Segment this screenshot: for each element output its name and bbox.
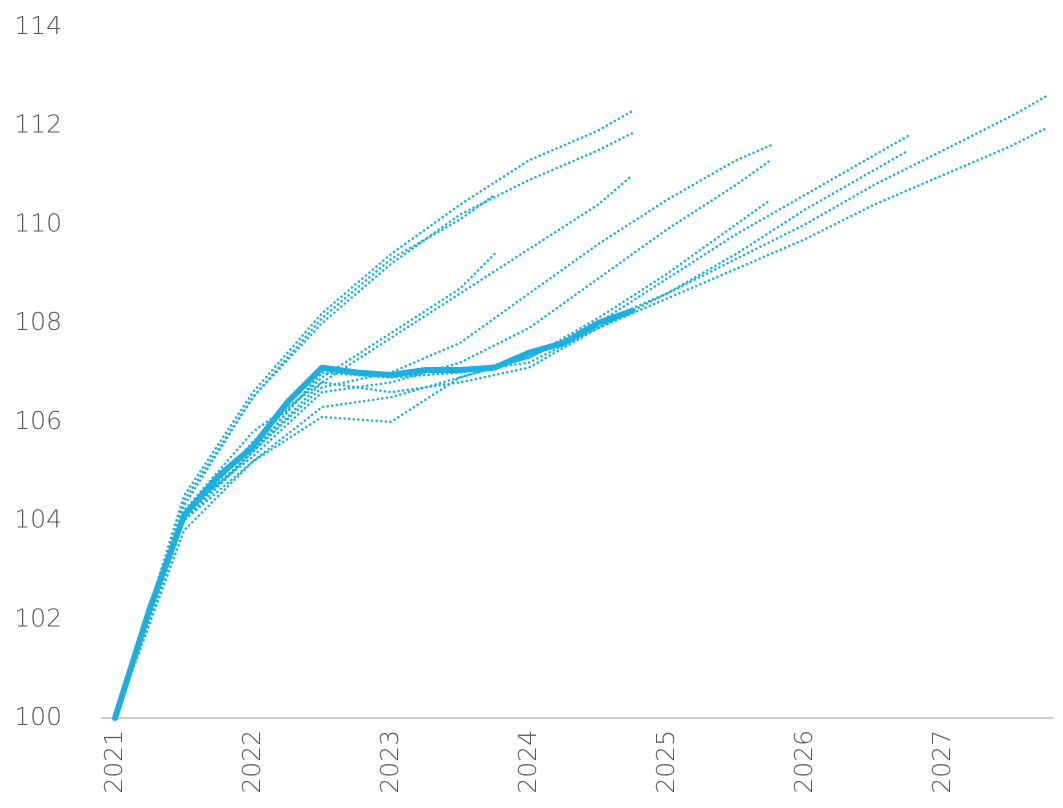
forecast-line (113, 159, 772, 720)
forecast-line (113, 94, 1048, 720)
y-tick-label: 104 (14, 505, 62, 534)
y-tick-label: 102 (14, 603, 62, 632)
x-tick-label: 2024 (513, 730, 542, 794)
actual-line (112, 307, 636, 721)
forecast-line (113, 198, 772, 720)
y-tick-label: 106 (14, 406, 62, 435)
y-tick-label: 100 (14, 702, 62, 731)
forecast-line (113, 173, 634, 720)
y-tick-label: 110 (14, 208, 62, 237)
x-tick-label: 2022 (237, 730, 266, 794)
forecast-line (113, 131, 634, 720)
forecast-line (113, 134, 910, 720)
x-tick-label: 2027 (927, 730, 956, 794)
y-tick-label: 108 (14, 307, 62, 336)
forecast-line (113, 149, 910, 720)
x-tick-label: 2023 (375, 730, 404, 794)
y-tick-label: 114 (14, 11, 62, 40)
x-tick-label: 2026 (789, 730, 818, 794)
forecast-line (113, 144, 772, 720)
y-tick-label: 112 (14, 110, 62, 139)
forecast-line (113, 109, 634, 720)
forecast-line (113, 252, 496, 720)
forecast-line (113, 193, 496, 720)
x-tick-label: 2021 (99, 730, 128, 794)
forecast-line (113, 126, 1048, 720)
x-tick-label: 2025 (651, 730, 680, 794)
